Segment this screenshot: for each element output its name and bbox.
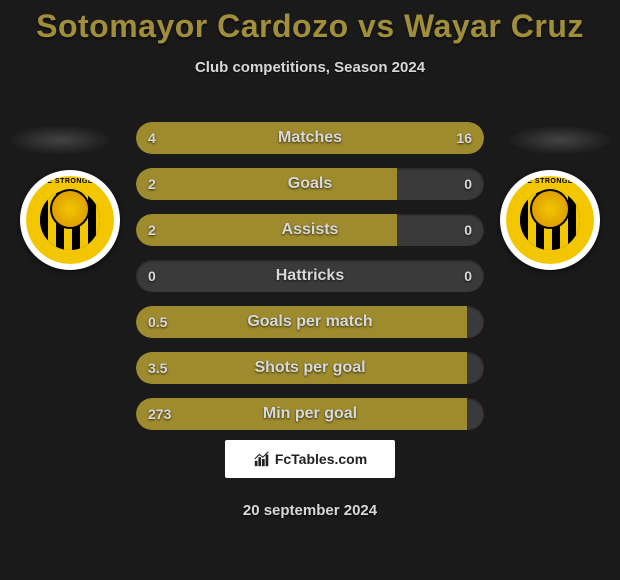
footer-label: FcTables.com bbox=[275, 451, 367, 467]
bar-value-right: 0 bbox=[464, 168, 472, 200]
bar-left-fill bbox=[136, 306, 467, 338]
bar-value-right: 0 bbox=[464, 260, 472, 292]
bar-left-fill bbox=[136, 398, 467, 430]
stat-bar: 3.5Shots per goal bbox=[136, 352, 484, 384]
player-shadow-left bbox=[10, 126, 110, 154]
bar-right-fill bbox=[206, 122, 484, 154]
bar-value-right: 16 bbox=[456, 122, 472, 154]
bar-value-right: 0 bbox=[464, 214, 472, 246]
bar-value-left: 273 bbox=[148, 398, 171, 430]
bar-left-fill bbox=[136, 352, 467, 384]
bar-value-left: 2 bbox=[148, 168, 156, 200]
bar-value-left: 3.5 bbox=[148, 352, 167, 384]
page-subtitle: Club competitions, Season 2024 bbox=[0, 59, 620, 76]
crest-text-left: HE STRONGES bbox=[26, 178, 114, 185]
bar-left-fill bbox=[136, 122, 206, 154]
page-title: Sotomayor Cardozo vs Wayar Cruz bbox=[0, 0, 620, 45]
crest-text-right: HE STRONGES bbox=[506, 178, 594, 185]
stat-bar: 273Min per goal bbox=[136, 398, 484, 430]
bar-value-left: 4 bbox=[148, 122, 156, 154]
stat-bar: 416Matches bbox=[136, 122, 484, 154]
bar-left-fill bbox=[136, 168, 397, 200]
club-crest-left: HE STRONGES bbox=[20, 170, 120, 270]
fctables-icon bbox=[253, 450, 271, 468]
club-crest-right: HE STRONGES bbox=[500, 170, 600, 270]
stat-bar: 0.5Goals per match bbox=[136, 306, 484, 338]
footer-attribution: FcTables.com bbox=[225, 440, 395, 478]
stat-bar: 0 0Hattricks bbox=[136, 260, 484, 292]
page-date: 20 september 2024 bbox=[0, 502, 620, 519]
player-shadow-right bbox=[510, 126, 610, 154]
stat-bar: 20Assists bbox=[136, 214, 484, 246]
bar-label: Hattricks bbox=[136, 260, 484, 292]
bar-value-left: 2 bbox=[148, 214, 156, 246]
bar-value-left: 0 bbox=[148, 260, 156, 292]
bar-left-fill bbox=[136, 214, 397, 246]
bar-value-left: 0.5 bbox=[148, 306, 167, 338]
stat-bar: 20Goals bbox=[136, 168, 484, 200]
comparison-bars: 416Matches20Goals20Assists00Hattricks0.5… bbox=[136, 122, 484, 444]
